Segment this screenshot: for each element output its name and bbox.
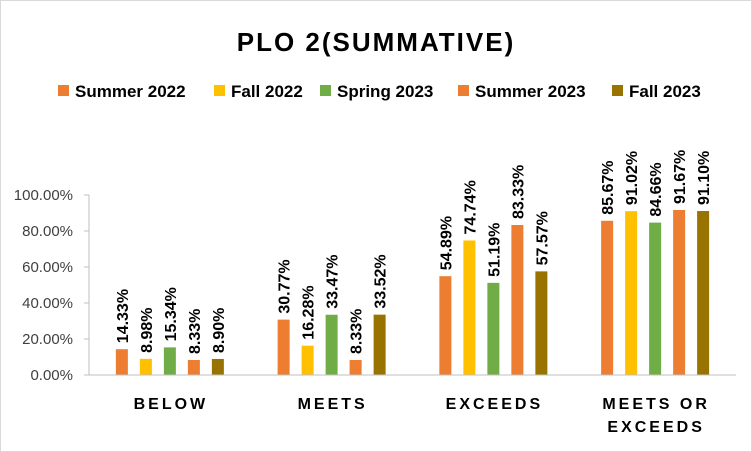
bar	[139, 358, 152, 375]
legend-swatch	[458, 85, 469, 96]
legend-label: Fall 2023	[629, 82, 701, 101]
data-label: 91.10%	[696, 151, 713, 205]
data-label: 85.67%	[600, 161, 617, 215]
y-tick-label: 80.00%	[22, 223, 73, 240]
legend-label: Summer 2022	[75, 82, 186, 101]
y-axis: 0.00% 20.00% 40.00% 60.00% 80.00% 100.00%	[14, 187, 90, 384]
legend-swatch	[612, 85, 623, 96]
bar	[115, 349, 128, 375]
bar	[487, 282, 500, 375]
bar	[463, 240, 476, 375]
bar	[211, 358, 224, 375]
data-label: 8.98%	[139, 307, 156, 352]
y-tick-label: 40.00%	[22, 295, 73, 312]
data-label: 16.28%	[301, 285, 318, 339]
data-label: 33.47%	[325, 254, 342, 308]
x-axis: BELOW MEETS EXCEEDS MEETS OR EXCEEDS	[89, 374, 736, 436]
bar	[601, 220, 614, 375]
bars	[115, 209, 710, 375]
bar	[349, 360, 362, 375]
y-tick-label: 20.00%	[22, 331, 73, 348]
y-tick-label: 60.00%	[22, 259, 73, 276]
bar	[301, 345, 314, 375]
data-label: 74.74%	[462, 180, 479, 234]
legend-label: Fall 2022	[231, 82, 303, 101]
x-category-label: MEETS OR	[602, 396, 710, 413]
x-category-label: EXCEEDS	[446, 396, 543, 413]
data-label: 8.90%	[211, 308, 228, 353]
data-label: 57.57%	[534, 211, 551, 265]
bar	[649, 222, 662, 375]
data-label: 8.33%	[349, 309, 366, 354]
bar	[535, 271, 548, 375]
data-label: 83.33%	[510, 165, 527, 219]
bar	[187, 360, 200, 375]
bar	[697, 211, 710, 375]
chart-title: PLO 2(SUMMATIVE)	[237, 27, 516, 57]
x-category-label: EXCEEDS	[607, 419, 704, 436]
legend-label: Spring 2023	[337, 82, 433, 101]
data-label: 33.52%	[373, 254, 390, 308]
y-tick-label: 100.00%	[14, 187, 73, 204]
bar	[163, 347, 176, 375]
legend-swatch	[214, 85, 225, 96]
data-label: 91.02%	[624, 151, 641, 205]
x-category-label: BELOW	[134, 396, 209, 413]
bar	[439, 276, 452, 375]
data-labels: 14.33% 8.98% 15.34% 8.33% 8.90% 30.77% 16.28% 3…	[115, 150, 713, 354]
data-label: 8.33%	[187, 309, 204, 354]
data-label: 51.19%	[486, 223, 503, 277]
data-label: 15.34%	[163, 287, 180, 341]
bar	[625, 211, 638, 375]
legend-swatch	[320, 85, 331, 96]
bar	[511, 225, 524, 375]
bar	[325, 314, 338, 375]
data-label: 30.77%	[277, 259, 294, 313]
data-label: 14.33%	[115, 289, 132, 343]
data-label: 84.66%	[648, 162, 665, 216]
x-category-label: MEETS	[298, 396, 368, 413]
bar	[373, 314, 386, 375]
data-label: 91.67%	[672, 150, 689, 204]
bar	[673, 209, 686, 375]
legend-swatch	[58, 85, 69, 96]
legend-label: Summer 2023	[475, 82, 586, 101]
y-tick-label: 0.00%	[30, 367, 73, 384]
data-label: 54.89%	[438, 216, 455, 270]
legend: Summer 2022 Fall 2022 Spring 2023 Summer 20…	[58, 82, 701, 101]
bar	[277, 319, 290, 375]
